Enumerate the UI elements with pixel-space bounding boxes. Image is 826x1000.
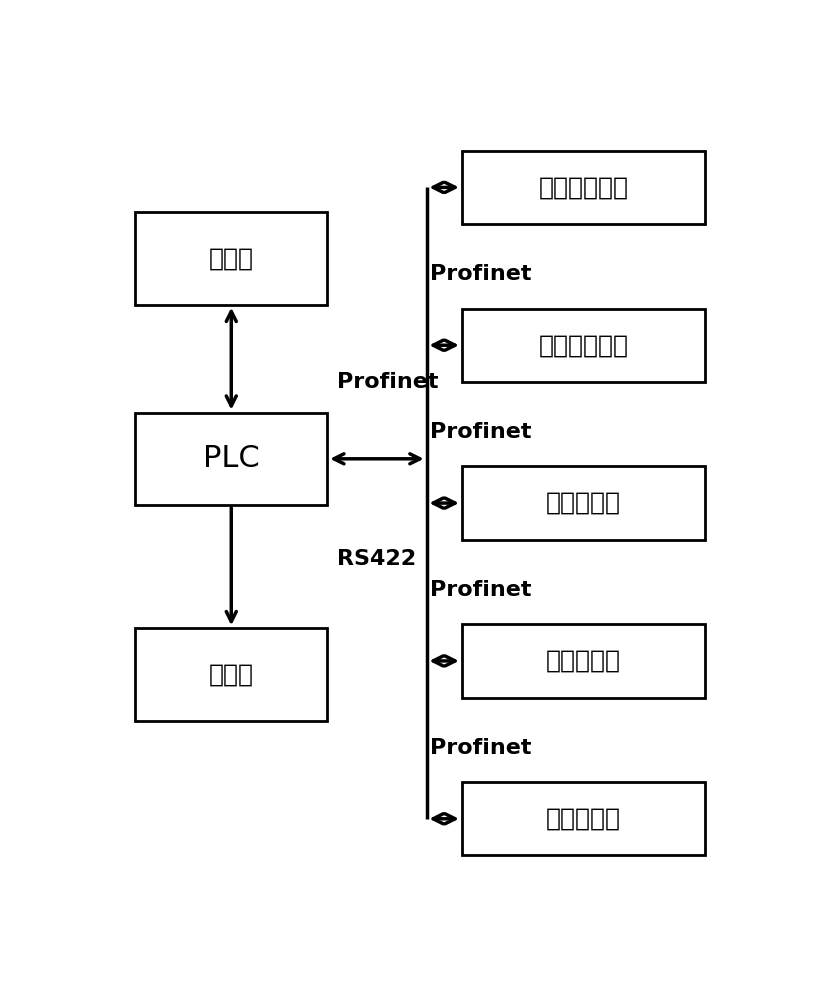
- Bar: [462, 309, 705, 382]
- Text: Profinet: Profinet: [430, 738, 531, 758]
- Text: 主绞盘变频器: 主绞盘变频器: [539, 175, 629, 199]
- Bar: [462, 624, 705, 698]
- Bar: [135, 212, 327, 305]
- Text: 从绞盘变频器: 从绞盘变频器: [539, 333, 629, 357]
- Text: Profinet: Profinet: [430, 422, 531, 442]
- Text: 丝杆变频器: 丝杆变频器: [546, 649, 621, 673]
- Text: PLC: PLC: [203, 444, 259, 473]
- Text: 负载变频器: 负载变频器: [546, 807, 621, 831]
- Text: 储缆变频器: 储缆变频器: [546, 491, 621, 515]
- Bar: [135, 413, 327, 505]
- Bar: [135, 628, 327, 721]
- Text: 上位机: 上位机: [209, 662, 254, 686]
- Bar: [462, 782, 705, 855]
- Text: Profinet: Profinet: [430, 580, 531, 600]
- Bar: [462, 466, 705, 540]
- Text: RS422: RS422: [337, 549, 416, 569]
- Bar: [462, 151, 705, 224]
- Text: 触摸屏: 触摸屏: [209, 247, 254, 271]
- Text: Profinet: Profinet: [430, 264, 531, 284]
- Text: Profinet: Profinet: [337, 372, 439, 392]
